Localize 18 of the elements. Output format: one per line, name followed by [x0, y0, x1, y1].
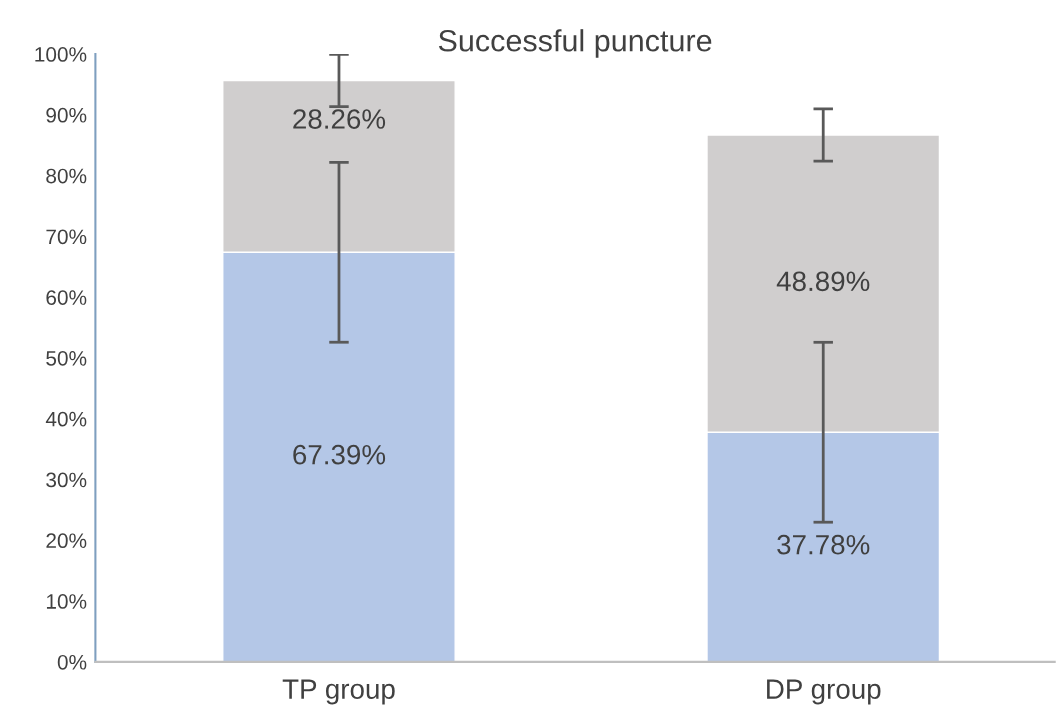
y-tick-label: 0% [57, 654, 87, 670]
y-tick-label: 50% [46, 350, 87, 366]
x-tick-label: DP group [767, 679, 881, 705]
data-label: 67.39% [293, 444, 386, 465]
chart-title: Successful puncture [438, 29, 712, 58]
y-tick-label: 90% [46, 107, 87, 123]
y-tick-label: 60% [46, 290, 87, 305]
y-tick-label: 70% [46, 229, 87, 245]
y-tick-label: 10% [46, 594, 87, 609]
y-tick-label: 20% [46, 533, 87, 549]
data-label: 28.26% [293, 109, 386, 129]
y-tick-label: 80% [46, 168, 87, 184]
y-tick-label: 100% [35, 47, 87, 62]
data-label: 48.89% [776, 271, 870, 292]
y-tick-label: 40% [45, 411, 87, 427]
data-label: 37.78% [777, 534, 870, 555]
x-tick-label: TP group [282, 679, 395, 705]
y-tick-label: 30% [46, 472, 87, 488]
